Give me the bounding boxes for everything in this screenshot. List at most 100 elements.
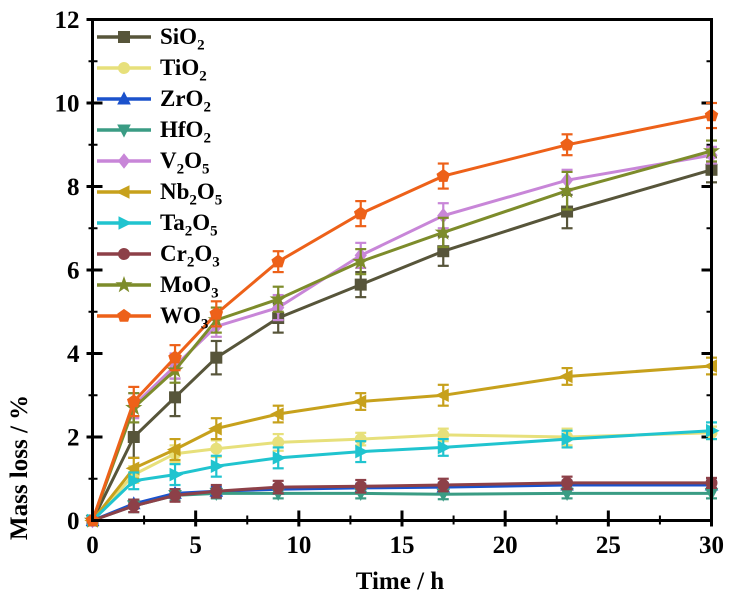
formula-subscript: 5 xyxy=(202,161,210,178)
formula-subscript: 5 xyxy=(214,192,223,209)
y-tick-label: 12 xyxy=(55,7,80,34)
marker-triangle-right xyxy=(118,215,133,230)
marker-circle xyxy=(272,481,285,494)
legend-item-zro2: ZrO2 xyxy=(95,83,222,115)
legend-label-ta2o5: Ta2O5 xyxy=(160,210,218,239)
formula-subscript: 2 xyxy=(186,254,195,271)
series-nb2o5 xyxy=(84,356,717,528)
formula-subscript: 3 xyxy=(212,254,220,271)
legend-sample-wo3 xyxy=(97,308,151,322)
y-tick-label: 6 xyxy=(67,258,80,285)
formula-text: MoO xyxy=(160,272,212,297)
marker-circle xyxy=(210,442,223,455)
y-tick-label: 8 xyxy=(67,174,80,201)
marker-triangle-left xyxy=(166,442,181,457)
formula-subscript: 3 xyxy=(200,316,209,333)
marker-star xyxy=(115,275,133,292)
legend-label-sio2: SiO2 xyxy=(160,24,205,53)
marker-triangle-right xyxy=(210,459,225,474)
marker-pentagon xyxy=(436,168,451,182)
marker-circle xyxy=(118,247,130,260)
marker-triangle-right xyxy=(437,440,452,455)
x-tick-label: 30 xyxy=(699,532,724,559)
formula-subscript: 2 xyxy=(184,223,193,240)
legend-sample-tio2 xyxy=(97,61,151,74)
marker-square xyxy=(127,431,140,443)
legend-item-moo3: MoO3 xyxy=(95,269,222,301)
x-tick-label: 0 xyxy=(86,532,99,559)
formula-subscript: 2 xyxy=(189,192,197,209)
formula-text: V xyxy=(160,148,177,173)
marker-triangle-right xyxy=(272,451,287,465)
marker-triangle-left xyxy=(270,407,284,421)
marker-circle xyxy=(169,489,182,502)
marker-circle xyxy=(127,499,140,512)
marker-circle xyxy=(272,436,285,449)
marker-star xyxy=(352,252,370,269)
formula-text: TiO xyxy=(160,55,200,80)
series-cr2o3 xyxy=(86,475,718,527)
marker-star xyxy=(558,181,576,198)
marker-triangle-right xyxy=(561,432,576,446)
formula-subscript: 2 xyxy=(197,37,205,54)
marker-circle xyxy=(354,480,367,493)
y-tick-label: 0 xyxy=(67,508,80,535)
formula-subscript: 5 xyxy=(210,223,218,240)
y-tick-label: 10 xyxy=(55,91,80,118)
x-tick-label: 5 xyxy=(189,532,202,559)
marker-star xyxy=(434,223,452,240)
legend-item-ta2o5: Ta2O5 xyxy=(95,207,222,239)
marker-circle xyxy=(561,476,574,489)
formula-text: HfO xyxy=(160,117,204,142)
marker-pentagon xyxy=(353,206,368,220)
y-tick-label: 2 xyxy=(67,425,80,452)
marker-triangle-down xyxy=(117,124,131,138)
legend-sample-moo3 xyxy=(97,275,151,292)
legend-item-sio2: SiO2 xyxy=(95,21,222,53)
formula-text: Cr xyxy=(160,241,187,266)
x-tick-label: 25 xyxy=(596,532,621,559)
marker-circle xyxy=(118,61,130,74)
legend-label-moo3: MoO3 xyxy=(160,272,219,301)
legend-sample-cr2o3 xyxy=(97,247,151,260)
marker-star xyxy=(269,290,287,307)
marker-triangle-up xyxy=(117,90,131,104)
marker-pentagon xyxy=(271,254,285,268)
marker-triangle-left xyxy=(115,184,130,199)
legend-label-wo3: WO3 xyxy=(160,304,208,332)
legend-label-zro2: ZrO2 xyxy=(160,86,211,115)
legend-item-wo3: WO3 xyxy=(95,300,222,332)
marker-triangle-right xyxy=(169,467,184,482)
marker-triangle-left xyxy=(352,394,367,409)
formula-text: Nb xyxy=(160,179,190,204)
legend-sample-zro2 xyxy=(97,90,151,104)
legend-sample-sio2 xyxy=(97,30,151,43)
marker-triangle-right xyxy=(355,444,369,459)
formula-text: O xyxy=(192,210,211,235)
series-line xyxy=(91,431,712,522)
legend-sample-hfo2 xyxy=(97,124,151,138)
formula-subscript: 2 xyxy=(199,68,207,85)
formula-text: SiO xyxy=(160,24,198,49)
formula-subscript: 2 xyxy=(203,130,211,147)
chart-legend: SiO2 TiO2 ZrO2 HfO2 V2O5 Nb2O5 Ta2O5 Cr2O3 MoO3 W… xyxy=(95,21,223,332)
formula-text: O xyxy=(196,179,215,204)
marker-diamond xyxy=(117,152,131,169)
legend-item-cr2o3: Cr2O3 xyxy=(95,238,222,271)
marker-square xyxy=(354,278,367,291)
marker-circle xyxy=(210,485,223,498)
marker-pentagon xyxy=(560,137,574,151)
x-tick-label: 15 xyxy=(390,532,415,559)
marker-circle xyxy=(437,479,450,492)
legend-item-hfo2: HfO2 xyxy=(95,114,222,147)
marker-triangle-left xyxy=(435,388,449,403)
marker-square xyxy=(210,351,223,364)
formula-text: ZrO xyxy=(160,86,204,111)
marker-triangle-left xyxy=(125,461,140,476)
x-axis-label: Time / h xyxy=(355,568,445,595)
formula-subscript: 2 xyxy=(176,161,185,178)
y-axis-label: Mass loss / % xyxy=(6,394,33,540)
legend-item-nb2o5: Nb2O5 xyxy=(95,176,223,209)
